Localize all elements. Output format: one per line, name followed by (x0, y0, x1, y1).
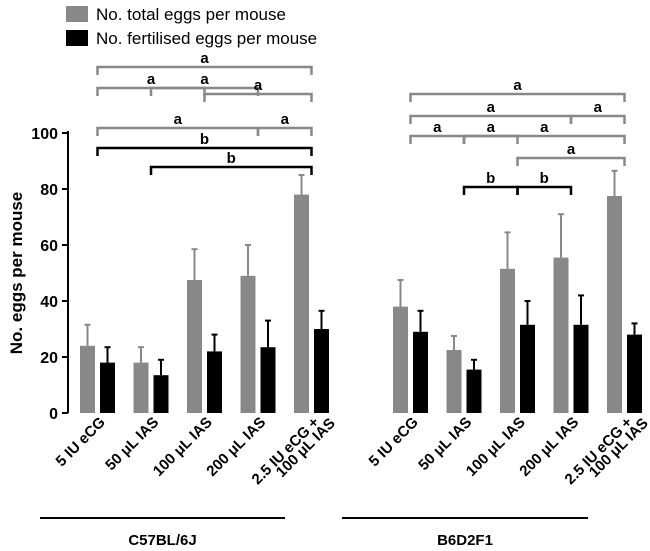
bar-total (240, 275, 256, 413)
significance-bracket-a (569, 114, 626, 124)
significance-bracket-b (149, 165, 313, 175)
significance-label: a (513, 77, 522, 94)
bar-fertilised (466, 369, 482, 413)
bar-total (553, 257, 569, 413)
legend-label: No. total eggs per mouse (96, 5, 286, 24)
legend-swatch (66, 6, 88, 22)
significance-label: b (540, 170, 549, 187)
significance-label: b (486, 170, 495, 187)
significance-bracket-a (409, 134, 466, 144)
significance-label: b (227, 150, 236, 167)
legend-label: No. fertilised eggs per mouse (96, 29, 317, 48)
significance-label: b (200, 131, 209, 148)
significance-label: a (147, 71, 156, 88)
bar-total (187, 280, 202, 413)
significance-label: a (174, 111, 183, 128)
bar-total (133, 362, 149, 413)
significance-bracket-b (96, 146, 313, 156)
significance-label: a (567, 141, 576, 158)
category-label: 5 IU eCG (366, 414, 422, 470)
legend-swatch (66, 30, 88, 46)
y-tick-label: 80 (40, 182, 58, 199)
significance-label: a (487, 119, 496, 136)
bar-fertilised (153, 375, 169, 413)
bar-total (446, 350, 462, 413)
significance-bracket-b (462, 185, 519, 195)
y-tick-label: 100 (31, 126, 58, 143)
bar-total (607, 196, 622, 413)
bar-total (294, 194, 309, 413)
significance-label: a (594, 99, 603, 116)
significance-bracket-a (409, 92, 626, 102)
significance-label: a (281, 111, 290, 128)
significance-bracket-a (516, 156, 626, 166)
bar-total (80, 345, 95, 413)
significance-bracket-a (203, 92, 313, 102)
significance-bracket-a (96, 65, 313, 75)
y-tick-label: 60 (40, 238, 58, 255)
significance-bracket-a (462, 134, 519, 144)
bar-fertilised (100, 362, 115, 413)
bar-fertilised (260, 347, 276, 413)
significance-label: a (200, 71, 209, 88)
significance-label: a (200, 50, 209, 67)
significance-bracket-a (96, 86, 206, 96)
y-tick-label: 40 (40, 294, 58, 311)
bar-total (393, 306, 408, 413)
bar-fertilised (520, 324, 535, 413)
bar-total (500, 268, 515, 413)
bar-fertilised (207, 351, 222, 413)
significance-bracket-a (256, 126, 313, 136)
significance-bracket-b (516, 185, 573, 195)
bar-fertilised (573, 324, 589, 413)
strain-label: C57BL/6J (128, 532, 196, 549)
significance-label: a (254, 77, 263, 94)
significance-bracket-a (96, 126, 260, 136)
bar-fertilised (314, 329, 329, 413)
strain-label: B6D2F1 (437, 532, 493, 549)
y-tick-label: 20 (40, 350, 58, 367)
bar-fertilised (413, 331, 428, 413)
significance-label: a (540, 119, 549, 136)
bar-fertilised (627, 334, 642, 413)
category-label: 5 IU eCG (53, 414, 109, 470)
significance-label: a (433, 119, 442, 136)
y-axis-label: No. eggs per mouse (7, 192, 26, 354)
y-tick-label: 0 (49, 406, 58, 423)
significance-label: a (487, 99, 496, 116)
